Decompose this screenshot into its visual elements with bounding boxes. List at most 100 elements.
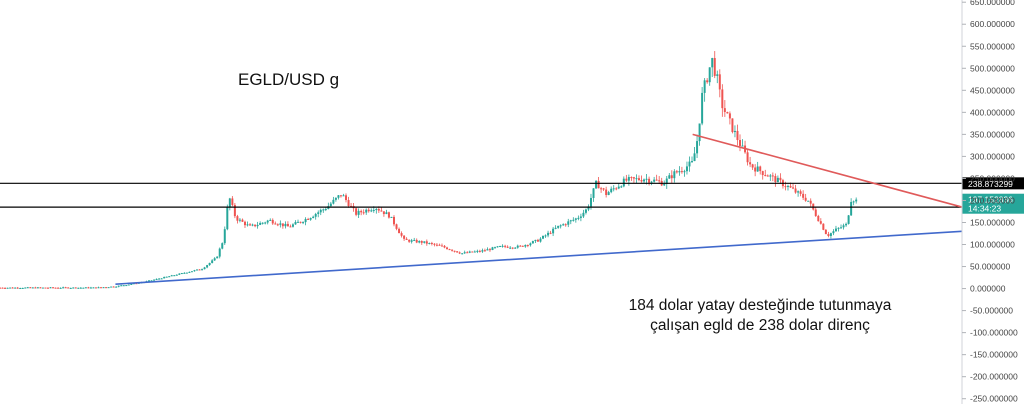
annotation-text: 184 dolar yatay desteğinde tutunmaya çal… — [590, 296, 930, 336]
candle-body — [483, 250, 486, 252]
y-tick-label: -100.000000 — [970, 328, 1018, 338]
candle-body — [362, 212, 365, 214]
candle-body — [726, 111, 729, 114]
candle-body — [589, 197, 592, 207]
candle-body — [569, 220, 572, 222]
support-trendline — [115, 230, 963, 285]
candle-body — [168, 276, 171, 278]
candle-body — [539, 238, 542, 242]
candle-body — [607, 192, 610, 195]
candle-body — [233, 204, 236, 217]
candle-body — [211, 260, 214, 263]
candle-body — [89, 287, 92, 289]
candle-body — [612, 188, 615, 190]
candle-body — [345, 195, 348, 201]
candle-body — [797, 191, 800, 193]
candle-body — [701, 92, 704, 124]
candle-body — [307, 218, 310, 220]
candle-body — [448, 249, 451, 251]
candle-body — [688, 161, 691, 167]
candle-body — [766, 175, 769, 177]
candle-body — [696, 141, 699, 154]
y-tick-label: 500.000000 — [970, 63, 1015, 73]
candle-body — [387, 212, 390, 218]
candle-body — [395, 224, 398, 229]
candle-body — [786, 185, 789, 187]
candle-body — [716, 74, 719, 76]
candle-body — [802, 193, 805, 198]
candle-body — [494, 247, 497, 249]
candle-body — [476, 250, 479, 252]
candle-body — [473, 251, 476, 253]
candle-body — [584, 209, 587, 213]
candle-body — [392, 216, 395, 225]
candle-body — [653, 179, 656, 182]
candle-body — [390, 216, 393, 218]
candle-body — [302, 222, 305, 224]
candle-body — [183, 272, 186, 274]
candle-body — [721, 89, 724, 109]
candle-body — [557, 225, 560, 228]
candle-body — [243, 221, 246, 226]
candle-body — [754, 167, 757, 172]
candle-body — [11, 287, 14, 289]
candle-body — [708, 67, 711, 83]
candle-body — [370, 210, 373, 212]
candle-body — [228, 198, 231, 208]
candle-body — [34, 287, 37, 289]
candle-body — [150, 280, 153, 282]
candle-body — [120, 285, 123, 287]
candle-body — [198, 269, 201, 271]
candle-body — [759, 166, 762, 172]
candle-body — [736, 130, 739, 141]
candle-body — [365, 209, 368, 213]
candle-body — [829, 233, 832, 236]
candle-body — [847, 215, 850, 224]
candle-body — [4, 287, 7, 289]
candle-body — [110, 286, 113, 288]
y-tick-label: 50.000000 — [970, 262, 1010, 272]
candle-body — [385, 212, 388, 215]
candle-body — [549, 232, 552, 234]
candle-body — [125, 285, 128, 287]
candle-body — [506, 246, 509, 248]
candle-body — [246, 224, 249, 226]
y-tick-label: 600.000000 — [970, 19, 1015, 29]
candle-body — [148, 280, 151, 282]
candle-body — [683, 171, 686, 173]
y-tick-label: -150.000000 — [970, 350, 1018, 360]
candle-body — [579, 216, 582, 218]
candle-body — [100, 287, 103, 289]
candle-body — [577, 217, 580, 219]
candle-body — [597, 180, 600, 189]
candle-body — [711, 58, 714, 68]
candle-body — [342, 195, 345, 197]
candle-body — [461, 253, 464, 255]
candle-body — [463, 252, 466, 254]
candle-body — [650, 181, 653, 183]
candle-body — [840, 227, 843, 229]
candle-body — [774, 176, 777, 183]
candle-body — [19, 288, 22, 290]
candle-body — [698, 123, 701, 142]
candle-body — [238, 219, 241, 221]
candle-body — [360, 210, 363, 213]
candle-body — [400, 233, 403, 236]
candle-body — [377, 208, 380, 211]
candle-body — [511, 247, 514, 249]
candle-body — [127, 284, 130, 286]
candle-body — [428, 243, 431, 245]
candle-body — [314, 213, 317, 217]
candle-body — [453, 250, 456, 252]
candle-body — [617, 186, 620, 189]
candle-body — [531, 241, 534, 244]
candle-body — [526, 244, 529, 246]
candle-body — [185, 272, 188, 274]
candle-body — [206, 265, 209, 268]
candle-body — [799, 191, 802, 194]
candle-body — [382, 211, 385, 215]
candle-body — [824, 229, 827, 235]
candle-body — [440, 245, 443, 247]
candle-body — [516, 245, 519, 248]
